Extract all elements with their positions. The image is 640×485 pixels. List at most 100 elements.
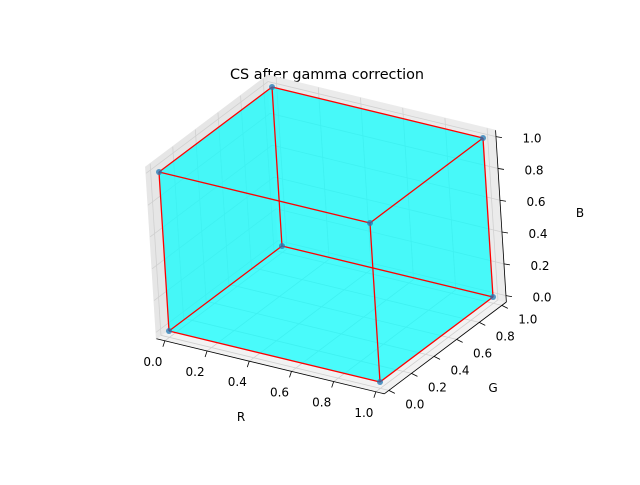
cube-edge (271, 86, 484, 139)
y-axis-line (384, 301, 507, 395)
z-axis-line (495, 130, 507, 303)
x-tick-label: 0.0 (143, 355, 162, 369)
grid-line (291, 279, 414, 372)
z-tick-label: 0.0 (532, 291, 551, 305)
cube-edge (379, 296, 494, 383)
grid-line (277, 240, 507, 297)
data-point (166, 328, 172, 334)
grid-line (183, 317, 412, 374)
x-tick-mark (331, 381, 335, 388)
y-tick-mark (411, 373, 418, 377)
x-axis-line (156, 338, 385, 395)
cube-face (159, 87, 483, 223)
y-tick-label: 0.2 (428, 380, 447, 394)
data-point (269, 84, 275, 90)
y-tick-label: 1.0 (518, 312, 537, 326)
grid-line (145, 81, 269, 174)
cube-edge (369, 137, 484, 224)
grid-line (147, 113, 271, 206)
x-axis-label: R (237, 410, 245, 424)
data-point (480, 135, 486, 141)
x-tick-label: 0.2 (186, 365, 205, 379)
grid-line (206, 258, 330, 352)
z-tick-label: 1.0 (522, 132, 541, 146)
grid-line (333, 289, 456, 382)
grid-line (194, 129, 207, 302)
grid-lines (145, 77, 507, 393)
y-tick-mark (388, 390, 396, 394)
x-tick-label: 0.8 (312, 396, 331, 410)
grid-line (149, 144, 273, 238)
z-tick-mark (503, 263, 511, 266)
tick-labels: 0.00.00.00.20.20.20.40.40.40.60.60.60.80… (143, 132, 551, 420)
data-point (279, 243, 285, 249)
grid-line (444, 118, 457, 290)
grid-line (317, 87, 330, 260)
z-tick-label: 0.6 (526, 195, 545, 209)
y-tick-mark (501, 305, 509, 309)
x-tick-label: 0.4 (228, 375, 247, 389)
y-tick-label: 0.6 (473, 346, 492, 360)
y-tick-mark (479, 322, 486, 326)
data-point (377, 379, 383, 385)
data-point (490, 294, 496, 300)
z-tick-mark (499, 199, 507, 202)
grid-line (240, 95, 252, 268)
y-tick-label: 0.4 (450, 363, 469, 377)
axis-panes (145, 74, 508, 395)
grid-line (228, 283, 457, 340)
cube-edge (281, 245, 494, 298)
cube-edge (158, 171, 371, 224)
z-tick-mark (505, 295, 513, 298)
data-point (367, 220, 373, 226)
z-tick-label: 0.8 (524, 163, 543, 177)
grid-line (262, 78, 275, 251)
z-axis-label: B (576, 206, 584, 220)
cube-edge (158, 86, 273, 173)
grid-line (164, 248, 288, 342)
cube-face (169, 246, 493, 382)
grid-line (360, 97, 372, 270)
cube-edge (271, 86, 283, 247)
grid-line (267, 81, 497, 138)
data-points (156, 84, 496, 385)
cube-face (370, 138, 493, 382)
grid-line (249, 269, 372, 362)
grid-line (275, 208, 505, 265)
y-tick-label: 0.0 (405, 397, 424, 411)
x-tick-label: 0.6 (270, 385, 289, 399)
z-tick-mark (501, 231, 509, 234)
z-tick-label: 0.4 (528, 227, 547, 241)
grid-line (273, 249, 502, 306)
y-tick-mark (456, 339, 463, 343)
x-tick-mark (162, 340, 166, 347)
cube-faces (159, 87, 493, 382)
grid-line (206, 300, 435, 357)
cube-edge (369, 222, 381, 383)
x-tick-mark (373, 391, 377, 398)
grid-line (251, 266, 480, 323)
z-tick-label: 0.2 (530, 259, 549, 273)
grid-line (271, 144, 501, 201)
cube-face (272, 87, 493, 297)
cube-edges (158, 86, 494, 383)
grid-line (151, 176, 275, 270)
cube-edge (482, 137, 494, 298)
z-tick-mark (497, 168, 505, 170)
grid-line (160, 334, 389, 391)
cube-face (159, 172, 380, 382)
axis-lines (156, 130, 513, 398)
cube-edge (168, 330, 381, 383)
grid-line (273, 176, 503, 233)
y-axis-label: G (488, 381, 497, 395)
x-tick-mark (204, 350, 208, 358)
cube-edge (158, 171, 170, 332)
grid-line (269, 112, 499, 169)
y-tick-label: 0.8 (496, 329, 515, 343)
grid-line (486, 128, 499, 300)
data-point (156, 169, 162, 175)
chart-title: CS after gamma correction (230, 67, 424, 83)
cube-face (159, 87, 282, 331)
